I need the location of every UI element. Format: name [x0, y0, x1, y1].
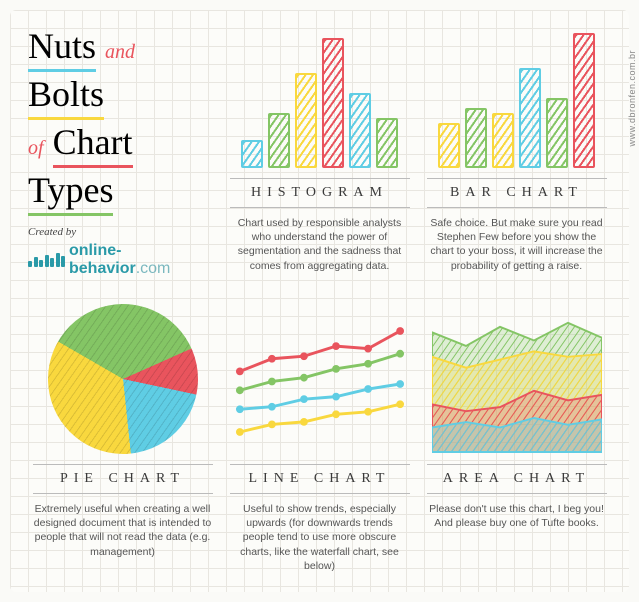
title-word-bolts: Bolts — [28, 72, 104, 120]
histogram-cell: HISTOGRAM Chart used by responsible anal… — [225, 18, 414, 298]
barchart-cell: BAR CHART Safe choice. But make sure you… — [422, 18, 611, 298]
title-block: Nuts and Bolts of Chart Types Created by… — [28, 18, 217, 298]
histogram-desc: Chart used by responsible analysts who u… — [230, 216, 410, 273]
bar — [438, 123, 460, 168]
content-grid: Nuts and Bolts of Chart Types Created by… — [10, 10, 629, 592]
online-behavior-logo: online-behavior.com — [28, 242, 217, 278]
bar — [349, 93, 371, 168]
areachart-desc: Please don't use this chart, I beg you! … — [427, 502, 607, 530]
linechart-svg — [235, 314, 405, 454]
areachart-title: AREA CHART — [427, 464, 607, 494]
piechart-chart — [38, 304, 208, 454]
barchart-chart — [432, 18, 602, 168]
logo-bars-icon — [28, 253, 65, 267]
bar — [546, 98, 568, 168]
bar — [241, 140, 263, 168]
areachart-chart — [432, 304, 602, 454]
created-by-label: Created by — [28, 226, 76, 238]
bar — [492, 113, 514, 168]
bar — [573, 33, 595, 168]
title-and: and — [105, 41, 135, 63]
title-word-types: Types — [28, 168, 113, 216]
bar — [465, 108, 487, 168]
bar — [322, 38, 344, 168]
barchart-title: BAR CHART — [427, 178, 607, 208]
title-word-nuts: Nuts — [28, 24, 96, 72]
logo-text: online-behavior.com — [69, 242, 217, 278]
logo-suffix: .com — [136, 260, 171, 277]
piechart-title: PIE CHART — [33, 464, 213, 494]
title-word-chart: Chart — [53, 120, 133, 168]
bar — [295, 73, 317, 168]
areachart-cell: AREA CHART Please don't use this chart, … — [422, 304, 611, 584]
linechart-chart — [235, 304, 405, 454]
bar — [268, 113, 290, 168]
title-of: of — [28, 137, 44, 159]
linechart-title: LINE CHART — [230, 464, 410, 494]
areachart-svg — [432, 314, 602, 454]
bar — [519, 68, 541, 168]
bar — [376, 118, 398, 168]
linechart-desc: Useful to show trends, especially upward… — [230, 502, 410, 573]
piechart-desc: Extremely useful when creating a well de… — [33, 502, 213, 559]
barchart-desc: Safe choice. But make sure you read Step… — [427, 216, 607, 273]
histogram-title: HISTOGRAM — [230, 178, 410, 208]
piechart-cell: PIE CHART Extremely useful when creating… — [28, 304, 217, 584]
histogram-chart — [235, 18, 405, 168]
logo-name: online-behavior — [69, 242, 136, 277]
linechart-cell: LINE CHART Useful to show trends, especi… — [225, 304, 414, 584]
